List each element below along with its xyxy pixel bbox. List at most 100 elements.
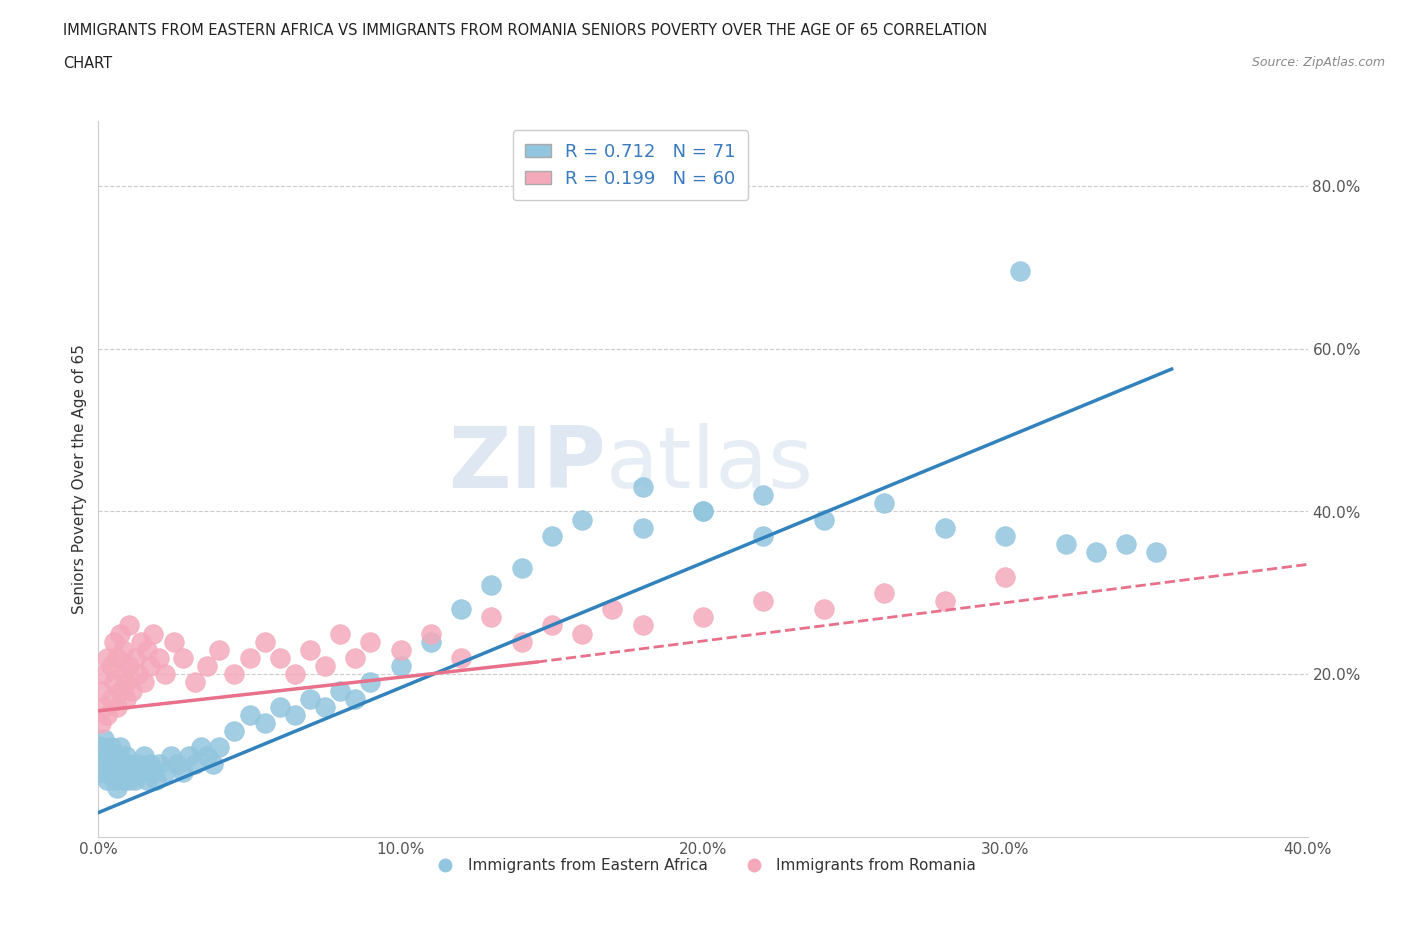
Point — [481, 610, 503, 625]
Point — [329, 683, 352, 698]
Point — [105, 781, 128, 796]
Point — [118, 773, 141, 788]
Point — [208, 740, 231, 755]
Point — [602, 602, 624, 617]
Point — [93, 667, 115, 682]
Point — [160, 748, 183, 763]
Point — [1085, 545, 1108, 560]
Point — [184, 675, 207, 690]
Y-axis label: Seniors Poverty Over the Age of 65: Seniors Poverty Over the Age of 65 — [72, 344, 87, 614]
Point — [253, 634, 276, 649]
Point — [540, 618, 562, 633]
Point — [752, 487, 775, 502]
Point — [148, 756, 170, 771]
Point — [813, 512, 835, 527]
Point — [752, 593, 775, 608]
Point — [142, 626, 165, 641]
Point — [329, 626, 352, 641]
Point — [253, 716, 276, 731]
Point — [111, 756, 134, 771]
Point — [692, 504, 714, 519]
Point — [103, 756, 125, 771]
Point — [111, 773, 134, 788]
Point — [139, 756, 162, 771]
Point — [153, 667, 176, 682]
Point — [100, 658, 122, 673]
Point — [481, 578, 503, 592]
Text: IMMIGRANTS FROM EASTERN AFRICA VS IMMIGRANTS FROM ROMANIA SENIORS POVERTY OVER T: IMMIGRANTS FROM EASTERN AFRICA VS IMMIGR… — [63, 23, 987, 38]
Point — [631, 521, 654, 536]
Point — [934, 593, 956, 608]
Point — [450, 651, 472, 666]
Point — [540, 528, 562, 543]
Point — [90, 740, 112, 755]
Point — [108, 764, 131, 779]
Point — [135, 643, 157, 658]
Point — [108, 740, 131, 755]
Point — [571, 626, 593, 641]
Point — [111, 643, 134, 658]
Point — [108, 683, 131, 698]
Point — [93, 732, 115, 747]
Point — [93, 699, 115, 714]
Point — [166, 756, 188, 771]
Point — [118, 618, 141, 633]
Point — [450, 602, 472, 617]
Point — [299, 643, 322, 658]
Point — [510, 634, 533, 649]
Point — [139, 658, 162, 673]
Point — [813, 602, 835, 617]
Point — [1010, 264, 1032, 279]
Point — [100, 740, 122, 755]
Point — [114, 764, 136, 779]
Point — [631, 480, 654, 495]
Point — [284, 708, 307, 723]
Point — [105, 651, 128, 666]
Point — [195, 658, 218, 673]
Point — [389, 658, 412, 673]
Point — [195, 748, 218, 763]
Point — [132, 675, 155, 690]
Point — [96, 748, 118, 763]
Point — [114, 691, 136, 706]
Point — [284, 667, 307, 682]
Point — [129, 764, 152, 779]
Text: Source: ZipAtlas.com: Source: ZipAtlas.com — [1251, 56, 1385, 69]
Point — [100, 691, 122, 706]
Point — [239, 708, 262, 723]
Point — [127, 667, 149, 682]
Point — [172, 764, 194, 779]
Point — [314, 658, 336, 673]
Point — [873, 586, 896, 601]
Point — [239, 651, 262, 666]
Text: CHART: CHART — [63, 56, 112, 71]
Point — [90, 716, 112, 731]
Point — [1054, 537, 1077, 551]
Point — [163, 634, 186, 649]
Point — [344, 651, 367, 666]
Point — [148, 651, 170, 666]
Point — [752, 528, 775, 543]
Point — [114, 675, 136, 690]
Point — [142, 764, 165, 779]
Point — [994, 528, 1017, 543]
Point — [105, 748, 128, 763]
Point — [224, 667, 246, 682]
Point — [93, 756, 115, 771]
Point — [179, 748, 201, 763]
Point — [132, 748, 155, 763]
Point — [153, 764, 176, 779]
Point — [111, 667, 134, 682]
Point — [360, 675, 382, 690]
Point — [1115, 537, 1137, 551]
Point — [934, 521, 956, 536]
Legend: Immigrants from Eastern Africa, Immigrants from Romania: Immigrants from Eastern Africa, Immigran… — [423, 852, 983, 880]
Point — [344, 691, 367, 706]
Point — [145, 773, 167, 788]
Point — [571, 512, 593, 527]
Point — [118, 658, 141, 673]
Point — [1144, 545, 1167, 560]
Point — [135, 773, 157, 788]
Point — [692, 504, 714, 519]
Point — [124, 651, 146, 666]
